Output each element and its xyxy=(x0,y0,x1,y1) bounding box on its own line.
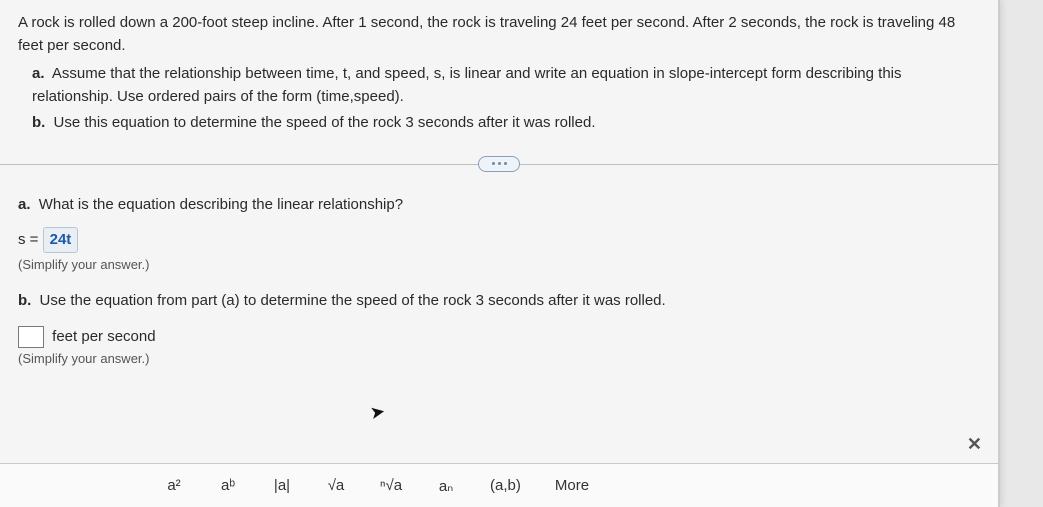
collapse-toggle[interactable] xyxy=(478,156,520,172)
question-intro: A rock is rolled down a 200-foot steep i… xyxy=(18,12,980,57)
answer-b-label: b. xyxy=(18,292,31,309)
tool-abs[interactable]: |a| xyxy=(268,475,296,496)
answer-b-input-line: feet per second xyxy=(18,325,980,349)
tool-square[interactable]: a² xyxy=(160,475,188,496)
close-button[interactable]: ✕ xyxy=(967,434,982,455)
answer-b-unit: feet per second xyxy=(52,328,155,345)
collapse-separator xyxy=(0,153,998,177)
answer-a-text: What is the equation describing the line… xyxy=(39,196,403,213)
answer-area: a. What is the equation describing the l… xyxy=(0,183,998,381)
tool-sqrt[interactable]: √a xyxy=(322,475,350,496)
math-toolbar: a² aᵇ |a| √a ⁿ√a aₙ (a,b) More xyxy=(0,463,998,507)
tool-pair[interactable]: (a,b) xyxy=(486,475,525,496)
part-b-text: Use this equation to determine the speed… xyxy=(54,114,596,131)
part-b-label: b. xyxy=(32,114,45,131)
part-a-label: a. xyxy=(32,65,45,82)
answer-a-hint: (Simplify your answer.) xyxy=(18,255,980,276)
part-a-text: Assume that the relationship between tim… xyxy=(32,65,902,105)
answer-a-prompt: a. What is the equation describing the l… xyxy=(18,193,980,217)
question-text: A rock is rolled down a 200-foot steep i… xyxy=(0,0,998,147)
answer-a-label: a. xyxy=(18,196,31,213)
answer-b-section: b. Use the equation from part (a) to det… xyxy=(18,289,980,370)
eq-lhs: s = xyxy=(18,231,38,248)
answer-a-value[interactable]: 24t xyxy=(43,227,79,253)
answer-b-text: Use the equation from part (a) to determ… xyxy=(40,292,666,309)
question-part-b: b. Use this equation to determine the sp… xyxy=(32,112,980,135)
question-part-a: a. Assume that the relationship between … xyxy=(32,63,980,108)
answer-b-prompt: b. Use the equation from part (a) to det… xyxy=(18,289,980,313)
tool-more[interactable]: More xyxy=(551,475,593,496)
tool-power[interactable]: aᵇ xyxy=(214,475,242,496)
answer-b-hint: (Simplify your answer.) xyxy=(18,349,980,370)
question-sublist: a. Assume that the relationship between … xyxy=(18,63,980,135)
answer-b-input[interactable] xyxy=(18,326,44,348)
cursor-icon: ➤ xyxy=(368,401,387,424)
answer-a-equation: s = 24t xyxy=(18,227,980,253)
question-panel: A rock is rolled down a 200-foot steep i… xyxy=(0,0,1000,507)
tool-subscript[interactable]: aₙ xyxy=(432,475,460,497)
tool-nroot[interactable]: ⁿ√a xyxy=(376,475,406,496)
